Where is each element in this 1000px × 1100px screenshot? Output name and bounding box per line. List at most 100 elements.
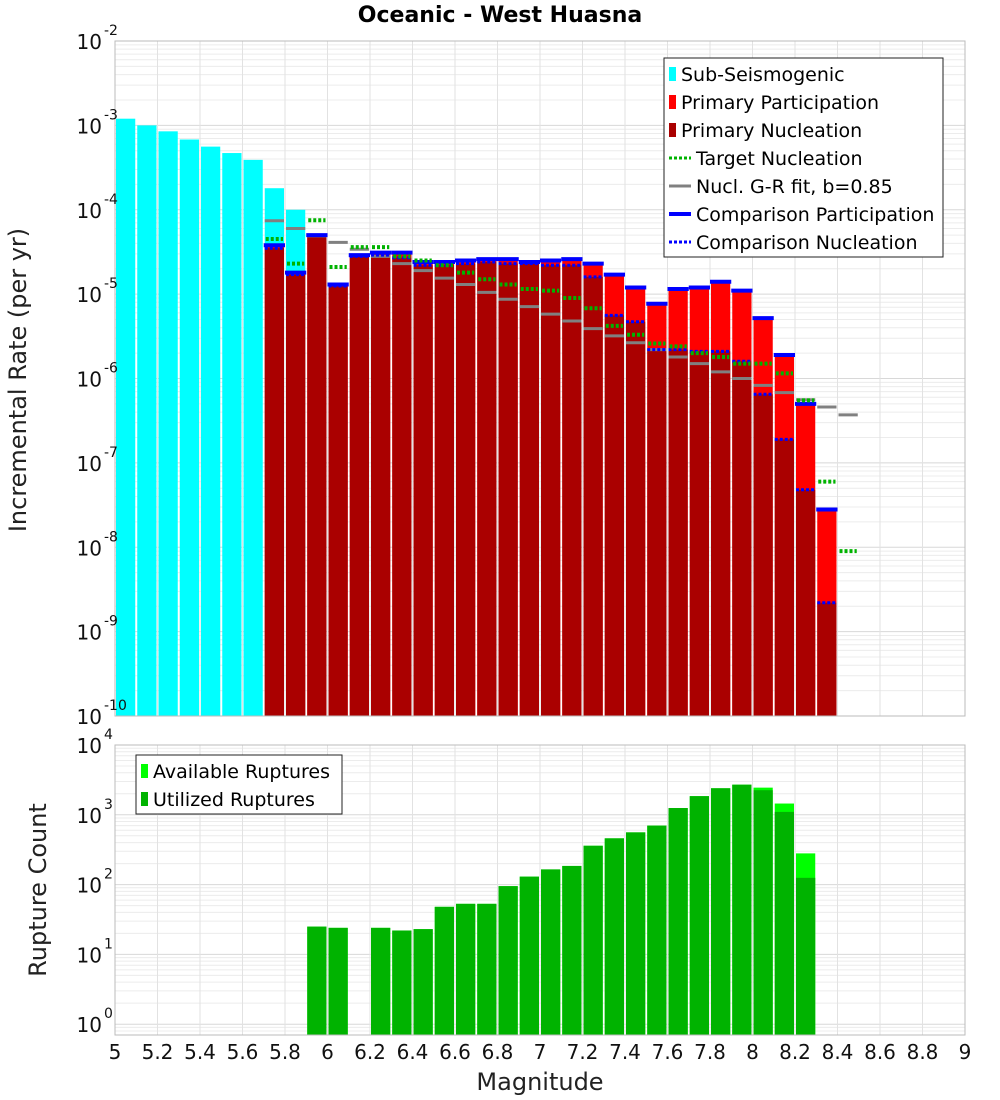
bar-primary-nucleation: [349, 256, 369, 716]
bar-utilized-ruptures: [456, 903, 476, 1035]
bar-primary-nucleation: [796, 489, 816, 716]
legend-label: Primary Participation: [681, 92, 879, 114]
legend-label: Available Ruptures: [153, 761, 330, 783]
y-tick-exponent: -10: [104, 698, 127, 714]
y-tick-base: 10: [77, 943, 102, 967]
bar-primary-nucleation: [583, 276, 603, 716]
bar-primary-nucleation: [647, 349, 667, 716]
x-tick-label: 6.4: [397, 1040, 429, 1064]
bar-utilized-ruptures: [796, 877, 816, 1035]
x-tick-label: 6.8: [482, 1040, 514, 1064]
y-tick-exponent: 3: [104, 797, 113, 813]
x-tick-label: 7.4: [609, 1040, 641, 1064]
bar-primary-nucleation: [668, 349, 688, 716]
bottom-legend: Available Ruptures Utilized Ruptures: [135, 754, 343, 815]
x-tick-label: 7.2: [567, 1040, 599, 1064]
x-tick-label: 5: [109, 1040, 122, 1064]
top-y-tick: 10 -4: [77, 192, 119, 223]
bar-primary-nucleation: [371, 255, 391, 716]
bar-primary-nucleation: [626, 321, 646, 716]
bottom-y-tick: 10 3: [77, 797, 113, 828]
top-y-tick: 10 -3: [77, 107, 118, 138]
y-tick-exponent: -3: [104, 107, 118, 123]
top-y-tick: 10 -7: [77, 445, 118, 476]
x-tick-label: 8.8: [907, 1040, 939, 1064]
y-tick-base: 10: [77, 536, 102, 560]
top-y-tick: 10 -6: [77, 361, 119, 392]
bar-primary-nucleation: [817, 602, 837, 716]
x-tick-label: 6.2: [354, 1040, 386, 1064]
bar-primary-nucleation: [286, 274, 306, 716]
top-y-tick: 10 -5: [77, 276, 118, 307]
x-tick-label: 5.6: [227, 1040, 259, 1064]
top-legend-frame: [663, 57, 944, 258]
bar-utilized-ruptures: [541, 869, 561, 1035]
y-tick-exponent: -6: [104, 361, 118, 377]
bar-primary-nucleation: [413, 265, 433, 716]
y-tick-base: 10: [77, 199, 102, 223]
bar-utilized-ruptures: [689, 796, 709, 1035]
x-axis-label: Magnitude: [476, 1068, 603, 1096]
bottom-y-tick: 10 1: [77, 936, 113, 967]
y-tick-exponent: 2: [104, 867, 113, 883]
y-tick-base: 10: [77, 874, 102, 898]
y-tick-base: 10: [77, 114, 102, 138]
bar-utilized-ruptures: [477, 903, 497, 1035]
y-tick-base: 10: [77, 452, 102, 476]
bar-utilized-ruptures: [562, 865, 582, 1035]
bar-primary-nucleation: [392, 257, 412, 716]
bar-utilized-ruptures: [711, 788, 731, 1035]
bottom-plot-panel: 10 010 110 210 310 45 5.2 5.4 5.6 5.8 6 6.2 6.4 6.6 6.…: [77, 727, 972, 1064]
bottom-legend-frame: [135, 754, 343, 815]
bar-primary-nucleation: [519, 263, 539, 716]
y-tick-exponent: -4: [104, 192, 118, 208]
chart-title: Oceanic - West Huasna: [358, 3, 642, 28]
y-tick-base: 10: [77, 1013, 102, 1037]
y-tick-base: 10: [77, 621, 102, 645]
y-tick-exponent: -2: [104, 23, 118, 39]
y-tick-base: 10: [77, 283, 102, 307]
bar-primary-nucleation: [562, 265, 582, 716]
bottom-plot-border: [114, 744, 966, 1036]
bar-sub-seismogenic: [158, 131, 178, 717]
bar-utilized-ruptures: [583, 845, 603, 1035]
bar-utilized-ruptures: [371, 927, 391, 1035]
legend-swatch: [669, 95, 676, 109]
x-tick-label: 7.6: [652, 1040, 684, 1064]
top-y-tick: 10 -10: [77, 698, 127, 729]
bottom-y-tick: 10 4: [77, 727, 113, 758]
bar-primary-nucleation: [264, 248, 284, 717]
legend-label: Target Nucleation: [695, 148, 863, 170]
bar-utilized-ruptures: [753, 790, 773, 1035]
bar-primary-nucleation: [753, 394, 773, 716]
legend-swatch: [669, 67, 676, 81]
bar-utilized-ruptures: [604, 838, 624, 1035]
x-tick-label: 6: [321, 1040, 334, 1064]
bar-primary-nucleation: [477, 262, 497, 716]
bar-utilized-ruptures: [626, 832, 646, 1035]
x-tick-labels: 5 5.2 5.4 5.6 5.8 6 6.2 6.4 6.6 6.8 7 7.2 7.4 7.6 7.8 8…: [109, 1040, 972, 1064]
bar-primary-nucleation: [328, 285, 348, 716]
bar-sub-seismogenic: [201, 146, 221, 716]
x-tick-label: 8.2: [779, 1040, 811, 1064]
y-tick-exponent: 0: [104, 1006, 113, 1022]
y-tick-base: 10: [77, 734, 102, 758]
bar-primary-nucleation: [541, 265, 561, 716]
bar-sub-seismogenic: [179, 139, 199, 716]
bar-primary-nucleation: [732, 361, 752, 716]
bar-primary-nucleation: [498, 263, 518, 716]
y-tick-base: 10: [77, 368, 102, 392]
bottom-bars: [307, 784, 816, 1035]
y-tick-exponent: -9: [104, 614, 118, 630]
legend-label: Primary Nucleation: [681, 120, 862, 142]
bar-utilized-ruptures: [434, 906, 454, 1035]
bar-utilized-ruptures: [732, 784, 752, 1035]
bar-primary-nucleation: [434, 265, 454, 716]
legend-label: Sub-Seismogenic: [681, 64, 845, 86]
y-tick-exponent: 1: [104, 936, 113, 952]
bar-sub-seismogenic: [243, 159, 263, 717]
y-tick-exponent: 4: [104, 727, 113, 743]
bottom-gridlines: [115, 745, 966, 1036]
y-tick-base: 10: [77, 705, 102, 729]
bar-utilized-ruptures: [774, 811, 794, 1035]
